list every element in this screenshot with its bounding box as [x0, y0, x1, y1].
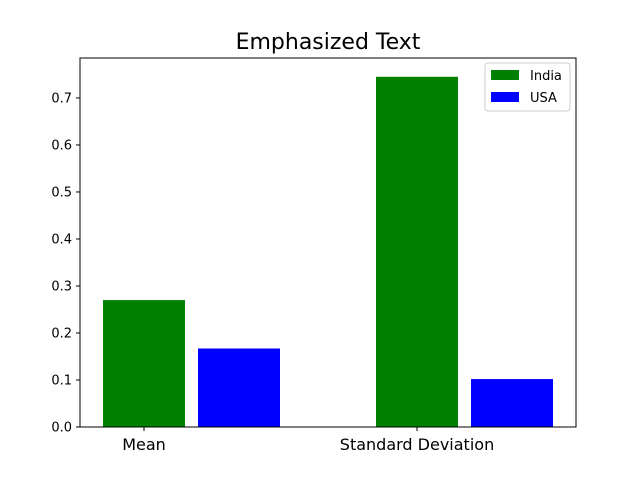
y-tick-label: 0.5 [51, 185, 72, 200]
y-tick-label: 0.4 [51, 232, 72, 247]
plot-frame [79, 57, 577, 428]
bar-usa-standard-deviation [471, 379, 553, 427]
chart-title: Emphasized Text [236, 30, 421, 55]
x-axis: Mean Standard Deviation [122, 427, 494, 454]
x-tick-label: Mean [122, 435, 166, 454]
legend-label-india: India [530, 69, 562, 84]
legend-swatch-usa [491, 92, 519, 102]
legend-swatch-india [491, 70, 519, 80]
bar-usa-mean [198, 348, 280, 427]
y-tick-label: 0.1 [51, 373, 72, 388]
bar-india-standard-deviation [376, 76, 458, 427]
y-tick-label: 0.2 [51, 326, 72, 341]
x-tick-label: Standard Deviation [340, 435, 494, 454]
legend-label-usa: USA [530, 91, 557, 106]
bars-group [103, 76, 553, 427]
y-tick-label: 0.3 [51, 279, 72, 294]
y-tick-label: 0.6 [51, 138, 72, 153]
y-tick-label: 0.0 [51, 421, 72, 436]
y-tick-label: 0.7 [51, 91, 72, 106]
legend: India USA [484, 62, 571, 112]
bar-india-mean [103, 300, 185, 427]
y-axis: 0.0 0.1 0.2 0.3 0.4 0.5 0.6 0.7 [51, 91, 80, 436]
